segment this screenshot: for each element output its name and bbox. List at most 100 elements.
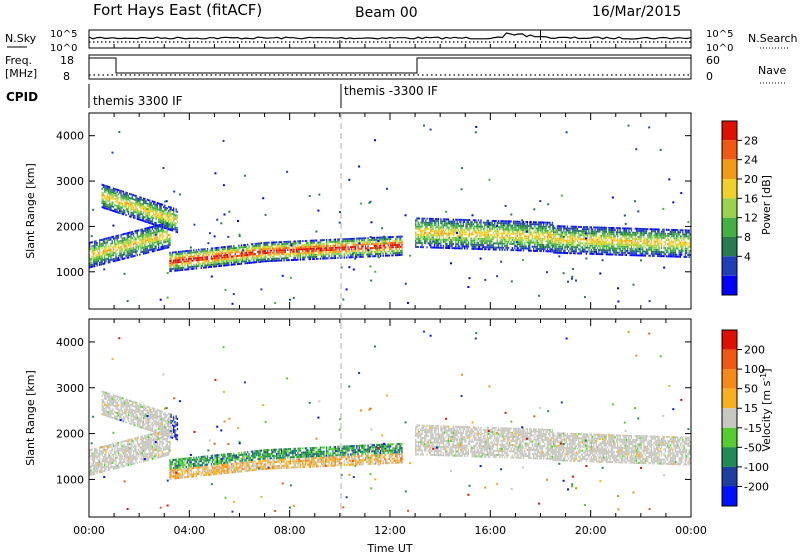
power-cell — [163, 231, 165, 234]
power-cell — [457, 241, 459, 244]
power-cell — [603, 236, 605, 239]
power-cell — [529, 225, 531, 228]
power-cell — [637, 254, 639, 257]
power-cell — [426, 240, 428, 243]
power-cell — [125, 214, 127, 217]
power-cell — [649, 244, 651, 247]
power-cell — [282, 245, 284, 248]
power-cell — [538, 237, 540, 240]
power-cell — [586, 242, 589, 245]
power-cell — [105, 254, 107, 256]
power-cell — [462, 245, 464, 248]
power-cell — [213, 259, 215, 262]
power-cell — [579, 225, 581, 228]
power-cell — [299, 248, 301, 251]
power-cell — [558, 239, 560, 242]
power-cell — [515, 237, 517, 239]
power-cell — [423, 223, 426, 226]
power-cell — [558, 243, 560, 246]
power-cell — [223, 248, 225, 251]
power-cell — [255, 259, 258, 262]
power-cell — [476, 243, 478, 246]
power-cell — [668, 228, 670, 231]
power-cell — [242, 248, 244, 251]
power-cell — [184, 260, 186, 263]
power-cell — [609, 229, 611, 231]
power-cell — [420, 237, 422, 240]
power-cell — [475, 237, 477, 240]
power-cell — [570, 246, 572, 249]
power-cell — [115, 257, 117, 260]
power-cell — [328, 251, 330, 254]
power-cell — [608, 231, 610, 233]
power-cell — [107, 245, 110, 248]
power-cell — [124, 197, 126, 200]
power-cell — [614, 229, 616, 232]
power-cell — [511, 224, 513, 227]
power-cell — [617, 235, 619, 238]
power-cell — [158, 208, 160, 211]
power-cell — [472, 247, 475, 250]
power-cell — [309, 247, 311, 250]
power-cell — [146, 247, 148, 250]
power-cell — [437, 244, 439, 247]
power-cell — [665, 234, 668, 237]
power-cell — [316, 243, 318, 246]
power-cell — [560, 231, 562, 234]
power-cell — [136, 201, 138, 204]
power-cell — [203, 266, 205, 269]
power-cell — [665, 249, 668, 252]
power-cell — [183, 250, 185, 253]
power-cell — [398, 254, 401, 256]
power-cell — [185, 258, 187, 261]
power-cell — [270, 241, 273, 244]
power-cell — [596, 242, 599, 245]
power-cell — [487, 240, 490, 243]
power-cell — [216, 248, 219, 251]
power-cell — [130, 235, 132, 238]
power-cell — [482, 229, 485, 232]
power-cell — [590, 230, 592, 233]
power-cell — [416, 241, 418, 244]
power-cell — [163, 222, 165, 225]
power-cell — [232, 247, 234, 250]
power-cell — [632, 233, 634, 236]
power-cell — [395, 252, 397, 255]
power-cell — [144, 220, 146, 223]
power-cell — [540, 243, 542, 246]
power-cell — [119, 250, 121, 253]
power-cell — [655, 250, 658, 253]
power-cell — [353, 248, 355, 250]
power-cell — [633, 246, 635, 249]
power-cell — [512, 236, 515, 239]
power-cell — [460, 229, 462, 231]
power-cell — [137, 216, 140, 219]
power-cell — [632, 237, 634, 240]
power-cell — [221, 256, 224, 259]
power-cell — [175, 218, 177, 221]
power-cell — [431, 226, 433, 229]
power-cell — [662, 236, 664, 239]
power-cell — [155, 239, 157, 242]
power-cell — [679, 237, 681, 240]
power-cell — [106, 253, 108, 256]
power-cell — [170, 218, 172, 221]
power-cell — [322, 255, 324, 258]
power-cell — [510, 226, 512, 229]
power-cell — [161, 245, 163, 248]
power-cell — [341, 244, 343, 247]
power-cell — [288, 240, 290, 243]
power-cell — [558, 233, 560, 236]
power-cell — [121, 204, 123, 207]
power-cell — [460, 222, 462, 225]
power-cell — [313, 253, 315, 256]
power-cell — [339, 254, 342, 257]
power-cell — [178, 253, 180, 255]
power-cell — [136, 207, 138, 210]
power-cell — [158, 246, 160, 249]
power-cell — [158, 226, 160, 229]
power-cell — [578, 234, 580, 237]
power-cell — [602, 249, 604, 252]
power-cell — [101, 191, 103, 194]
